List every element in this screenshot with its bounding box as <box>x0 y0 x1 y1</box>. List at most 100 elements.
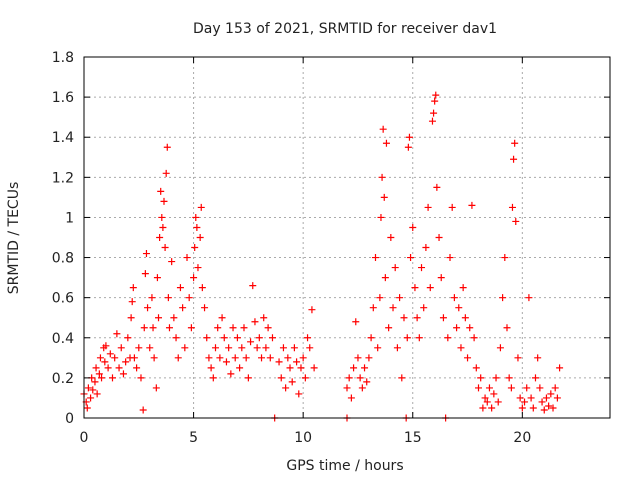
data-point <box>387 234 395 241</box>
data-point <box>140 324 148 332</box>
data-point <box>214 324 222 332</box>
data-point <box>260 314 268 322</box>
data-point <box>207 364 215 372</box>
data-point <box>229 324 237 332</box>
data-point <box>137 374 145 382</box>
data-point <box>428 117 436 125</box>
data-point <box>102 342 110 350</box>
data-point <box>413 314 421 322</box>
data-point <box>379 125 387 133</box>
x-axis-label: GPS time / hours <box>286 458 403 474</box>
data-point <box>380 193 388 201</box>
data-point <box>108 374 116 382</box>
data-point <box>475 384 482 392</box>
data-point <box>277 374 285 382</box>
data-point <box>536 384 544 392</box>
data-point <box>354 354 362 362</box>
data-point <box>286 364 294 372</box>
x-tick-label: 5 <box>189 430 198 446</box>
data-point <box>176 284 184 292</box>
data-point <box>508 203 516 211</box>
data-point <box>165 324 173 332</box>
data-point <box>418 264 426 272</box>
data-point <box>457 344 465 352</box>
data-point <box>133 364 141 372</box>
data-point <box>306 344 314 352</box>
data-point <box>409 223 417 231</box>
data-point <box>365 354 373 362</box>
data-point <box>84 384 92 392</box>
data-point <box>205 354 213 362</box>
data-point <box>396 294 404 302</box>
data-point <box>450 294 458 302</box>
data-point <box>157 187 165 195</box>
data-point <box>264 324 272 332</box>
data-point <box>111 354 119 362</box>
data-point <box>198 284 206 292</box>
data-point <box>358 384 366 392</box>
data-point <box>117 344 125 352</box>
data-point <box>249 282 257 290</box>
data-point <box>247 338 255 346</box>
data-point <box>503 324 511 332</box>
data-point <box>251 318 259 326</box>
data-point <box>551 384 559 392</box>
data-point <box>514 354 522 362</box>
data-point <box>529 404 537 412</box>
data-point <box>96 354 104 362</box>
data-point <box>496 344 504 352</box>
data-point <box>98 374 106 382</box>
data-point <box>393 344 401 352</box>
data-point <box>282 384 290 392</box>
data-point <box>203 334 211 342</box>
data-point <box>461 314 469 322</box>
data-point <box>91 378 99 386</box>
data-point <box>525 294 533 302</box>
data-point <box>470 334 478 342</box>
data-point <box>420 304 428 312</box>
data-point <box>266 354 274 362</box>
data-point <box>183 254 191 262</box>
data-point <box>233 334 241 342</box>
data-point <box>89 386 97 394</box>
data-point <box>403 334 411 342</box>
data-point <box>527 394 535 402</box>
data-point <box>168 258 176 266</box>
data-point <box>231 354 239 362</box>
data-point <box>290 344 298 352</box>
plot-frame <box>83 56 611 419</box>
data-point <box>196 234 204 241</box>
data-point <box>479 404 487 412</box>
axis-ticks: 0 0.2 0.4 0.6 0.8 1 1.2 1.4 1.6 1.8 0 5 10 15 20 <box>52 50 610 446</box>
data-point <box>381 274 389 282</box>
data-point <box>194 264 202 272</box>
x-tick-label: 0 <box>80 430 89 446</box>
data-point <box>356 374 364 382</box>
data-point <box>119 370 127 378</box>
y-tick-label: 0 <box>65 411 74 427</box>
data-point <box>494 398 502 406</box>
data-point <box>553 394 561 402</box>
data-point <box>255 334 263 342</box>
data-point <box>466 324 474 332</box>
y-tick-label: 1.4 <box>52 130 74 146</box>
data-point <box>128 298 136 306</box>
data-point <box>453 324 461 332</box>
data-point <box>242 354 250 362</box>
data-point <box>426 284 434 292</box>
data-point <box>115 364 123 372</box>
x-tick-label: 15 <box>404 430 422 446</box>
data-point <box>113 330 121 338</box>
data-point <box>547 390 555 398</box>
data-point <box>510 155 518 163</box>
data-point <box>130 354 138 362</box>
data-point <box>505 374 513 382</box>
data-point <box>501 254 509 262</box>
data-point <box>516 394 524 402</box>
data-point <box>227 370 235 378</box>
data-point <box>288 378 296 386</box>
data-point <box>83 404 91 412</box>
data-point <box>376 294 384 302</box>
data-point <box>400 314 408 322</box>
data-point <box>415 334 423 342</box>
